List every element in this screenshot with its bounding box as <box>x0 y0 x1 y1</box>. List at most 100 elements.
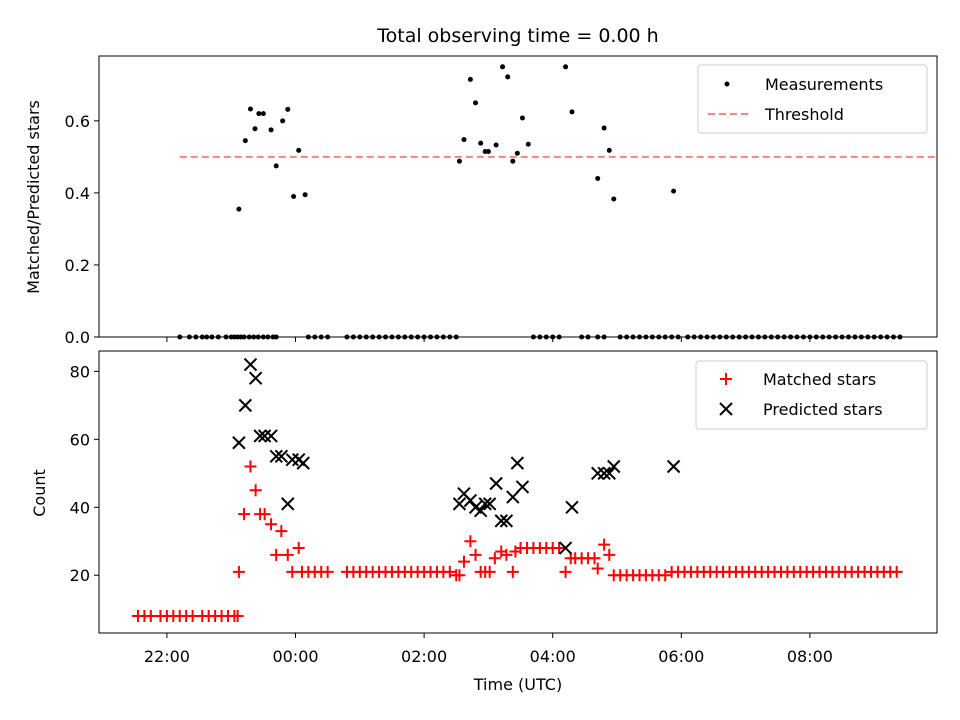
matched-star-point <box>443 565 456 578</box>
matched-star-point <box>232 565 245 578</box>
bottom-x-axis-label: Time (UTC) <box>473 675 562 694</box>
predicted-star-point <box>253 429 267 443</box>
measurement-point <box>291 194 297 199</box>
predicted-star-point <box>515 480 530 494</box>
measurement-point <box>611 196 617 202</box>
matched-star-point <box>553 542 566 555</box>
bottom-y-axis-label: Count <box>30 469 49 517</box>
y-tick-label: 0.2 <box>65 256 90 275</box>
matched-star-point <box>457 555 470 568</box>
x-tick-label: 00:00 <box>272 647 318 666</box>
measurement-point <box>493 142 499 148</box>
measurement-point <box>247 106 253 112</box>
measurement-point <box>280 118 286 124</box>
legend-measurements-marker <box>724 81 730 87</box>
bottom-legend: Matched stars Predicted stars <box>695 360 928 430</box>
matched-star-point <box>598 538 611 551</box>
bottom-plot-marks <box>131 357 903 623</box>
measurement-point <box>456 158 462 164</box>
matched-star-point <box>258 508 271 521</box>
y-tick-label: 0.0 <box>65 328 90 347</box>
matched-star-point <box>321 565 334 578</box>
predicted-star-point <box>281 497 295 511</box>
matched-star-point <box>659 569 672 582</box>
measurement-point <box>252 126 258 132</box>
predicted-star-point <box>591 466 605 481</box>
matched-star-point <box>506 565 519 578</box>
matched-star-point <box>603 548 616 561</box>
y-tick-label: 60 <box>70 430 90 449</box>
measurement-point <box>601 125 607 131</box>
measurement-point <box>671 188 677 194</box>
legend-matched-label: Matched stars <box>763 370 876 389</box>
matched-star-point <box>488 552 501 565</box>
predicted-star-point <box>565 500 579 514</box>
matched-star-point <box>292 542 305 555</box>
predicted-star-point <box>232 436 246 450</box>
bottom-x-axis: 22:00 00:00 02:00 04:00 06:00 08:00 <box>144 633 833 666</box>
predicted-star-point <box>269 449 283 464</box>
y-tick-label: 80 <box>70 362 90 381</box>
measurement-point <box>242 138 248 144</box>
matched-star-point <box>231 610 244 623</box>
measurement-point <box>569 109 575 115</box>
matched-star-point <box>249 484 262 497</box>
predicted-star-point <box>510 456 525 470</box>
x-tick-label: 02:00 <box>401 647 447 666</box>
matched-star-point <box>500 548 513 561</box>
predicted-star-point <box>607 459 621 474</box>
measurement-point <box>302 192 308 198</box>
predicted-star-point <box>666 459 681 474</box>
measurement-point <box>514 150 520 156</box>
measurement-point <box>606 147 612 153</box>
predicted-star-point <box>597 466 611 481</box>
bottom-legend-box <box>695 360 928 430</box>
predicted-star-point <box>257 429 272 443</box>
measurement-point <box>268 127 274 133</box>
legend-measurements-label: Measurements <box>765 75 883 94</box>
predicted-star-point <box>296 456 310 470</box>
y-tick-label: 0.4 <box>65 184 90 203</box>
matched-star-point <box>588 552 601 565</box>
matched-star-point <box>238 508 251 521</box>
measurement-point <box>473 100 479 106</box>
measurement-point <box>595 175 601 181</box>
predicted-star-point <box>494 514 508 528</box>
measurement-point <box>296 147 302 153</box>
predicted-star-point <box>264 429 278 443</box>
x-tick-label: 22:00 <box>144 647 190 666</box>
measurement-point <box>500 64 506 70</box>
matched-star-point <box>464 535 477 548</box>
matched-star-point <box>275 525 288 538</box>
measurement-point <box>510 158 516 164</box>
measurement-point <box>467 76 473 82</box>
predicted-star-point <box>243 357 258 372</box>
y-tick-label: 0.6 <box>65 112 90 131</box>
top-subplot: Total observing time = 0.00 h 0.00.20.40… <box>24 25 939 347</box>
top-legend-box <box>697 64 928 134</box>
predicted-star-point <box>478 497 492 511</box>
y-tick-label: 40 <box>70 498 90 517</box>
x-tick-label: 08:00 <box>787 647 833 666</box>
predicted-star-point <box>274 449 289 464</box>
measurement-point <box>478 140 484 146</box>
predicted-star-point <box>452 497 467 511</box>
matched-star-point <box>559 565 572 578</box>
measurement-point <box>273 163 279 169</box>
matched-star-point <box>591 562 604 575</box>
measurement-point <box>285 106 291 112</box>
bottom-y-axis: 20 40 60 80 <box>70 362 99 585</box>
matched-star-point <box>244 460 257 473</box>
measurement-point <box>563 64 569 70</box>
measurement-point <box>260 111 266 117</box>
top-legend: Measurements Threshold <box>697 64 928 134</box>
predicted-star-point <box>238 398 253 413</box>
measurement-point <box>505 74 511 80</box>
matched-star-point <box>469 548 482 561</box>
measurement-point <box>461 137 467 143</box>
predicted-star-point <box>499 514 514 528</box>
matched-star-point <box>270 548 283 561</box>
predicted-star-point <box>558 541 573 555</box>
measurement-point <box>485 148 491 154</box>
